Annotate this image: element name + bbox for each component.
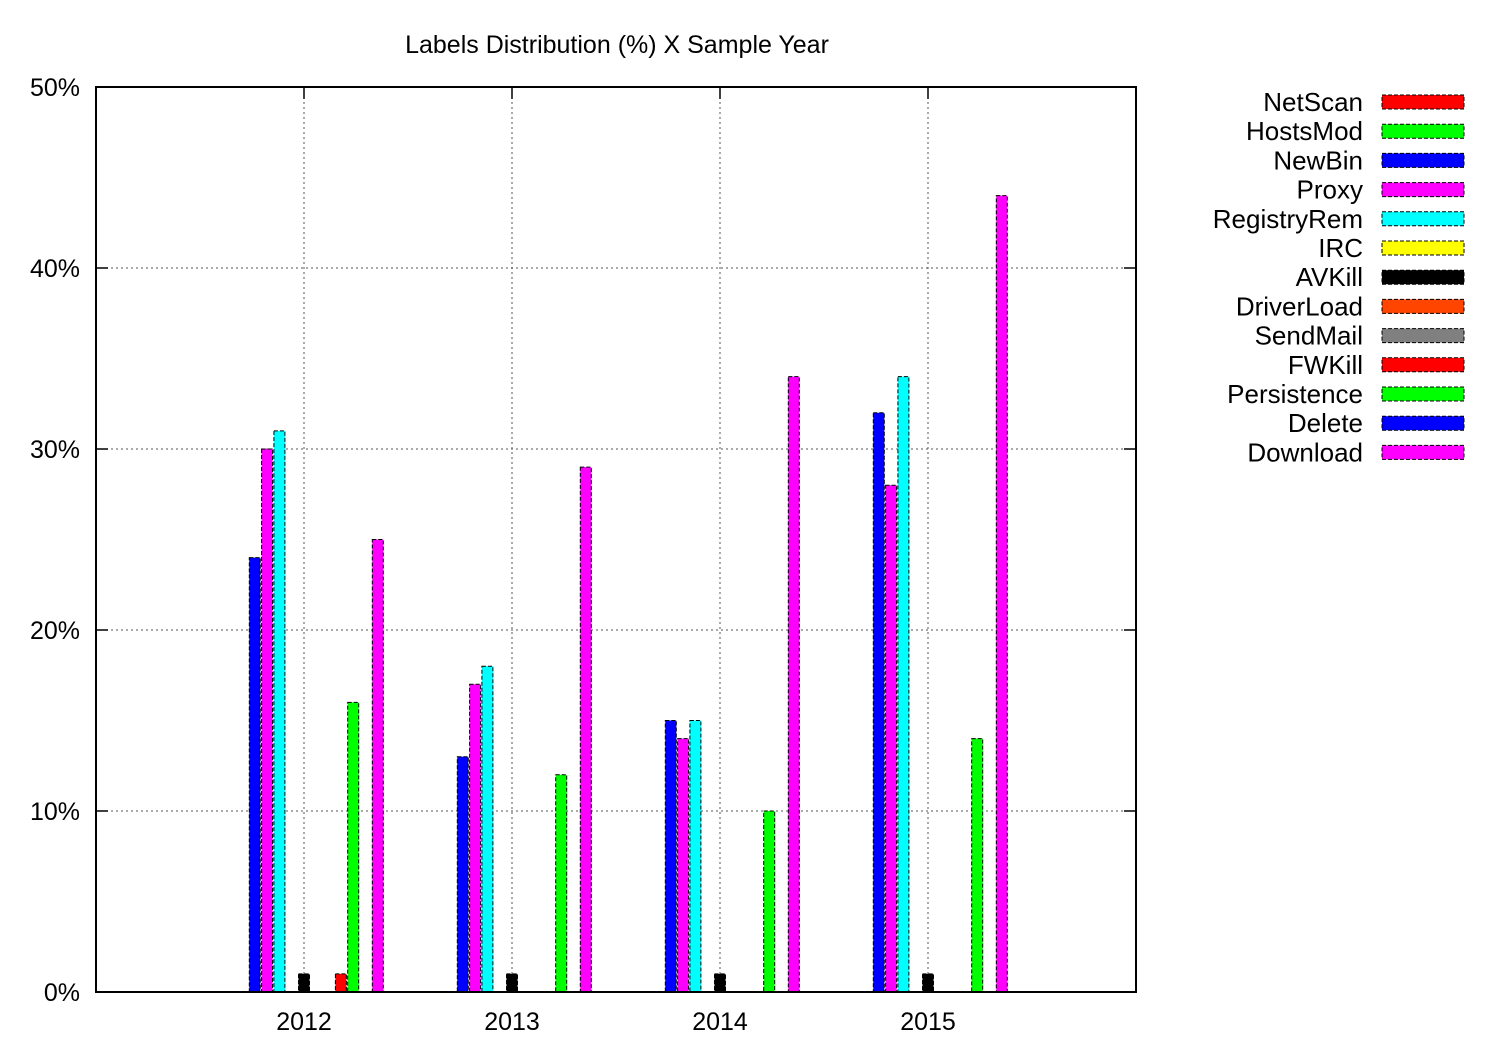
legend-label: AVKill <box>1296 262 1363 292</box>
legend-label: Proxy <box>1297 175 1363 205</box>
bar-fwkill-2012 <box>334 973 347 993</box>
legend-label: Delete <box>1288 408 1363 438</box>
legend-label: SendMail <box>1255 321 1363 351</box>
legend-label: NewBin <box>1273 145 1363 175</box>
bar-download-2015 <box>995 195 1008 993</box>
legend-swatch <box>1381 123 1465 139</box>
legend-swatch <box>1381 298 1465 314</box>
legend-swatch <box>1381 182 1465 198</box>
bar-proxy-2013 <box>469 683 482 993</box>
legend-label: RegistryRem <box>1213 204 1363 234</box>
bar-proxy-2014 <box>677 738 690 993</box>
y-tick-label: 40% <box>30 255 80 283</box>
bar-registryrem-2013 <box>481 665 494 993</box>
bar-download-2014 <box>787 376 800 993</box>
plot-frame <box>95 86 1137 993</box>
bar-newbin-2013 <box>456 756 469 993</box>
y-tick-label: 50% <box>30 74 80 102</box>
legend-label: IRC <box>1318 233 1363 263</box>
legend-label: NetScan <box>1263 87 1363 117</box>
legend-label: HostsMod <box>1246 116 1363 146</box>
legend-swatch <box>1381 269 1465 285</box>
legend-swatch <box>1381 386 1465 402</box>
bar-newbin-2015 <box>872 412 885 993</box>
bar-persistence-2013 <box>555 774 568 993</box>
bar-persistence-2014 <box>763 810 776 993</box>
bar-proxy-2012 <box>261 448 274 993</box>
legend-swatch <box>1381 94 1465 110</box>
bar-registryrem-2015 <box>897 376 910 993</box>
legend-swatch <box>1381 211 1465 227</box>
legend: NetScanHostsModNewBinProxyRegistryRemIRC… <box>1213 87 1465 467</box>
bar-persistence-2015 <box>971 738 984 993</box>
bar-registryrem-2012 <box>273 430 286 993</box>
legend-label: Download <box>1247 437 1363 467</box>
bar-newbin-2014 <box>664 720 677 993</box>
legend-swatch <box>1381 240 1465 256</box>
y-tick-label: 20% <box>30 617 80 645</box>
bar-persistence-2012 <box>347 701 360 993</box>
y-tick-label: 30% <box>30 436 80 464</box>
x-tick-label: 2014 <box>692 1008 748 1036</box>
legend-swatch <box>1381 444 1465 460</box>
legend-label: DriverLoad <box>1236 291 1363 321</box>
legend-label: Persistence <box>1227 379 1363 409</box>
x-tick-label: 2013 <box>484 1008 540 1036</box>
y-tick-label: 0% <box>44 979 80 1007</box>
legend-swatch <box>1381 357 1465 373</box>
chart-title: Labels Distribution (%) X Sample Year <box>405 31 829 59</box>
legend-label: FWKill <box>1288 350 1363 380</box>
bar-download-2012 <box>371 539 384 993</box>
x-tick-label: 2015 <box>900 1008 956 1036</box>
legend-swatch <box>1381 415 1465 431</box>
bars <box>248 195 1008 993</box>
bar-download-2013 <box>579 466 592 993</box>
legend-swatch <box>1381 152 1465 168</box>
bar-proxy-2015 <box>885 484 898 993</box>
legend-swatch <box>1381 328 1465 344</box>
bar-registryrem-2014 <box>689 720 702 993</box>
bar-newbin-2012 <box>248 557 261 993</box>
grid-lines <box>96 87 1136 992</box>
x-tick-label: 2012 <box>276 1008 332 1036</box>
axis-ticks: 0% 10% 20% 30% 40% 50% 2012 2013 2014 2015 <box>30 74 1136 1036</box>
y-tick-label: 10% <box>30 798 80 826</box>
